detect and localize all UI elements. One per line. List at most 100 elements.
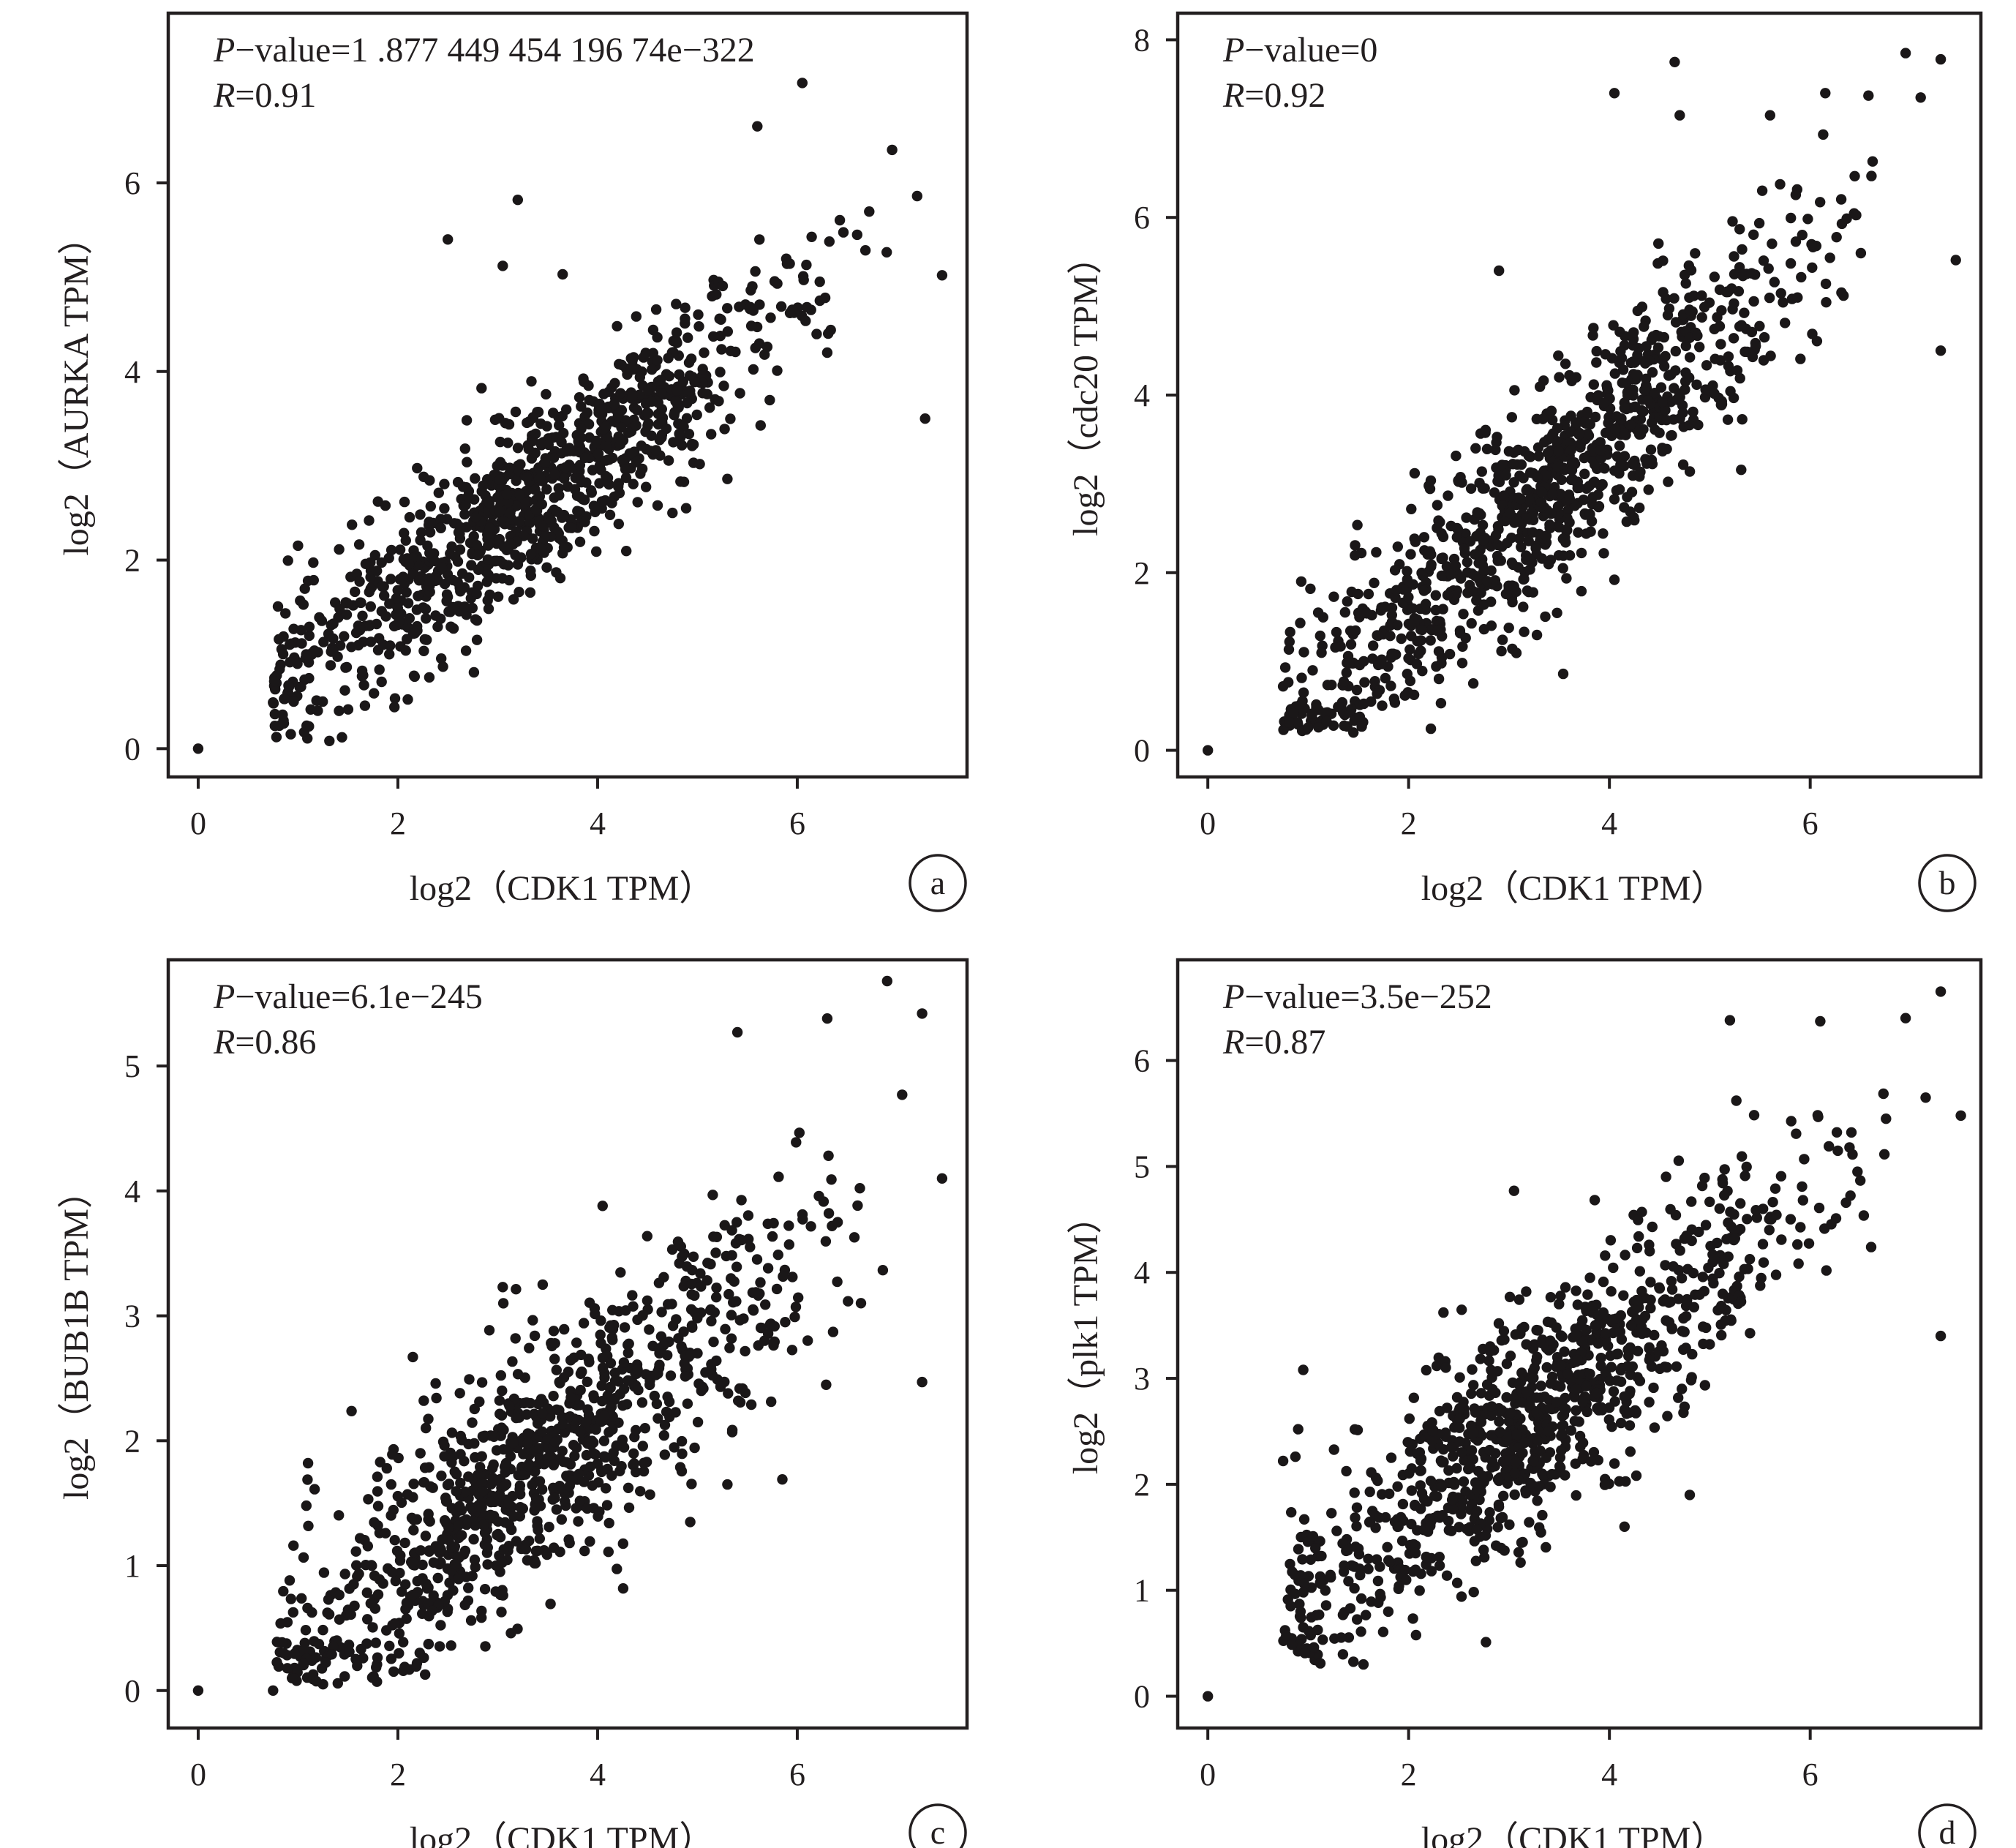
data-point (1448, 1451, 1459, 1462)
data-point (607, 1304, 618, 1316)
data-point (494, 1408, 505, 1419)
data-point (1462, 587, 1473, 598)
data-point (677, 1251, 688, 1263)
data-point (359, 700, 371, 711)
data-point (581, 1416, 592, 1427)
data-point (341, 609, 353, 620)
data-point (282, 1663, 293, 1674)
data-point (1554, 489, 1566, 500)
data-point (617, 1583, 629, 1594)
data-point (1475, 1388, 1487, 1399)
y-tick-label: 2 (124, 1423, 140, 1459)
data-point (1750, 337, 1761, 349)
data-point (1758, 255, 1769, 266)
data-point (715, 367, 726, 378)
data-point (1645, 444, 1657, 455)
data-point (462, 457, 473, 467)
data-point (1425, 1520, 1436, 1531)
data-point (721, 1250, 731, 1262)
data-point (478, 1520, 489, 1530)
data-point (521, 1409, 533, 1420)
data-point (500, 1457, 512, 1469)
data-point (1950, 255, 1961, 266)
data-point (631, 420, 642, 431)
data-point (1725, 386, 1736, 397)
data-point (801, 301, 813, 313)
data-point (587, 1480, 598, 1491)
data-point (351, 1560, 362, 1571)
data-point (1320, 1600, 1332, 1611)
data-point (1625, 1446, 1636, 1457)
r-annotation: R=0.91 (213, 76, 316, 115)
data-point (627, 1290, 638, 1301)
data-point (805, 1221, 816, 1232)
data-point (1570, 417, 1581, 428)
data-point (734, 301, 745, 312)
data-point (602, 432, 613, 443)
data-point (1717, 1177, 1729, 1189)
data-point (285, 1593, 296, 1604)
data-point (1478, 535, 1489, 546)
data-point (736, 1234, 748, 1246)
data-point (1577, 1454, 1588, 1465)
data-point (699, 347, 710, 358)
data-point (483, 497, 494, 508)
data-point (296, 1593, 307, 1604)
data-point (323, 1594, 334, 1605)
data-point (268, 1685, 279, 1696)
data-point (1534, 1481, 1545, 1492)
data-point (1652, 342, 1664, 353)
data-point (1531, 413, 1542, 424)
data-point (607, 1424, 618, 1435)
data-point (832, 1217, 843, 1228)
x-tick-label: 4 (590, 805, 606, 841)
data-point (1421, 1551, 1432, 1563)
data-point (1654, 1282, 1665, 1293)
data-point (1780, 318, 1791, 328)
data-point (1763, 263, 1774, 274)
data-point (635, 468, 646, 479)
data-point (1582, 1289, 1593, 1300)
data-point (302, 1602, 313, 1614)
data-point (412, 462, 423, 474)
data-point (1511, 1429, 1522, 1441)
data-point (685, 1517, 696, 1528)
y-tick-label: 1 (124, 1548, 140, 1584)
data-point (581, 477, 592, 488)
data-point (1481, 576, 1493, 587)
data-point (1454, 1413, 1465, 1424)
data-point (375, 1457, 385, 1468)
data-point (642, 1295, 653, 1307)
data-point (1518, 601, 1529, 612)
data-point (489, 1431, 500, 1443)
data-point (476, 1477, 488, 1489)
data-point (450, 551, 461, 562)
data-point (1795, 1222, 1806, 1233)
data-point (384, 598, 395, 609)
data-point (1279, 662, 1291, 673)
data-point (1458, 1397, 1469, 1408)
data-point (1477, 519, 1489, 530)
data-point (365, 583, 376, 594)
data-point (413, 560, 424, 571)
data-point (1644, 1397, 1655, 1408)
p-value-annotation: P−value=0 (1222, 31, 1377, 70)
data-point (1605, 1235, 1617, 1246)
data-point (600, 1451, 611, 1463)
data-point (1513, 533, 1525, 544)
data-point (1316, 1550, 1327, 1562)
data-point (508, 1438, 519, 1449)
data-point (379, 590, 390, 601)
data-point (548, 407, 559, 418)
data-point (1320, 707, 1331, 718)
data-point (418, 1395, 429, 1406)
data-point (347, 519, 358, 530)
data-point (1541, 1452, 1552, 1463)
r-value-text: =0.86 (235, 1023, 316, 1062)
r-annotation: R=0.87 (1222, 1023, 1325, 1062)
data-point (603, 479, 614, 490)
data-point (453, 1574, 464, 1585)
data-point (1748, 296, 1759, 307)
data-point (651, 1398, 663, 1410)
data-point (1775, 288, 1786, 299)
